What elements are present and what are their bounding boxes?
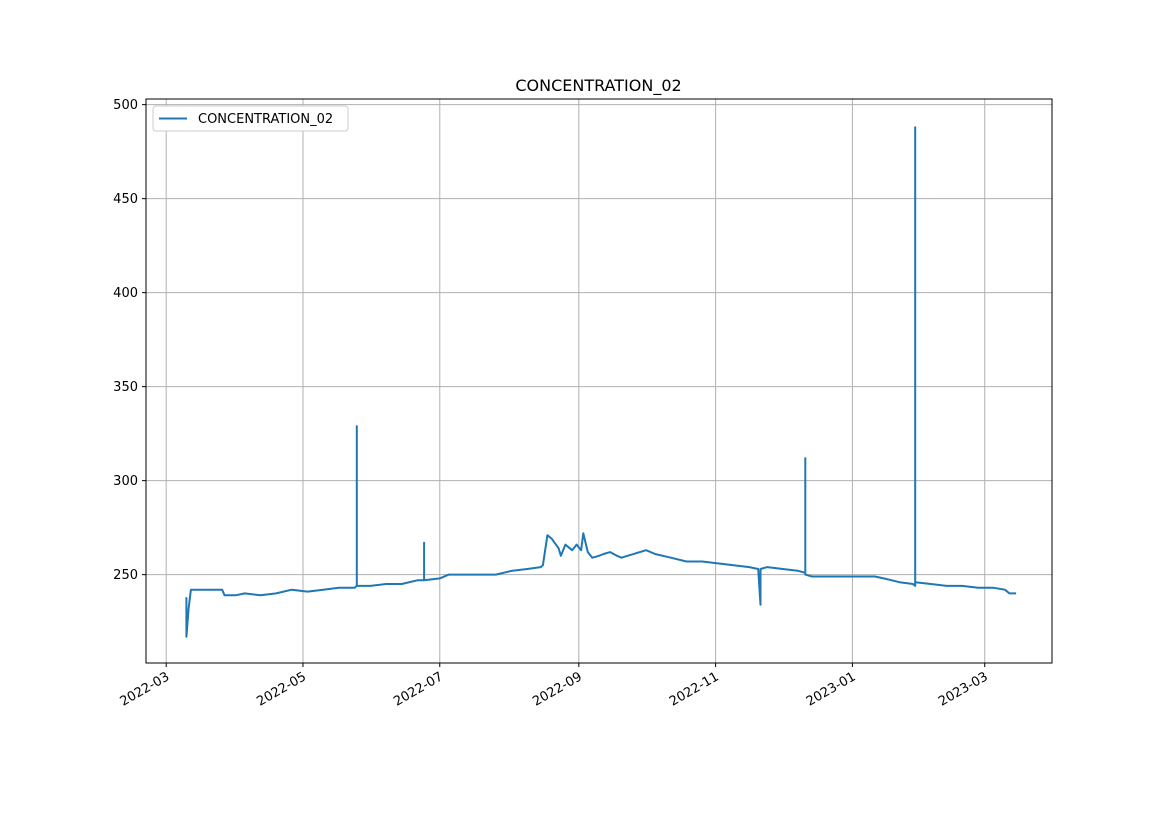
y-tick-label: 300 [113,474,138,489]
y-tick-label: 250 [113,568,138,583]
plot-area [146,99,1052,663]
y-tick-label: 400 [113,286,138,301]
grid-lines [146,99,1052,663]
legend-label: CONCENTRATION_02 [198,112,333,127]
legend: CONCENTRATION_02 [152,105,349,132]
y-tick-label: 350 [113,380,138,395]
y-tick-label: 450 [113,192,138,207]
legend-box [152,105,349,132]
plot-frame [145,98,1053,664]
data-series [185,126,1017,638]
chart-title: CONCENTRATION_02 [515,76,681,96]
y-tick-label: 500 [113,98,138,113]
series-line [185,126,1017,638]
